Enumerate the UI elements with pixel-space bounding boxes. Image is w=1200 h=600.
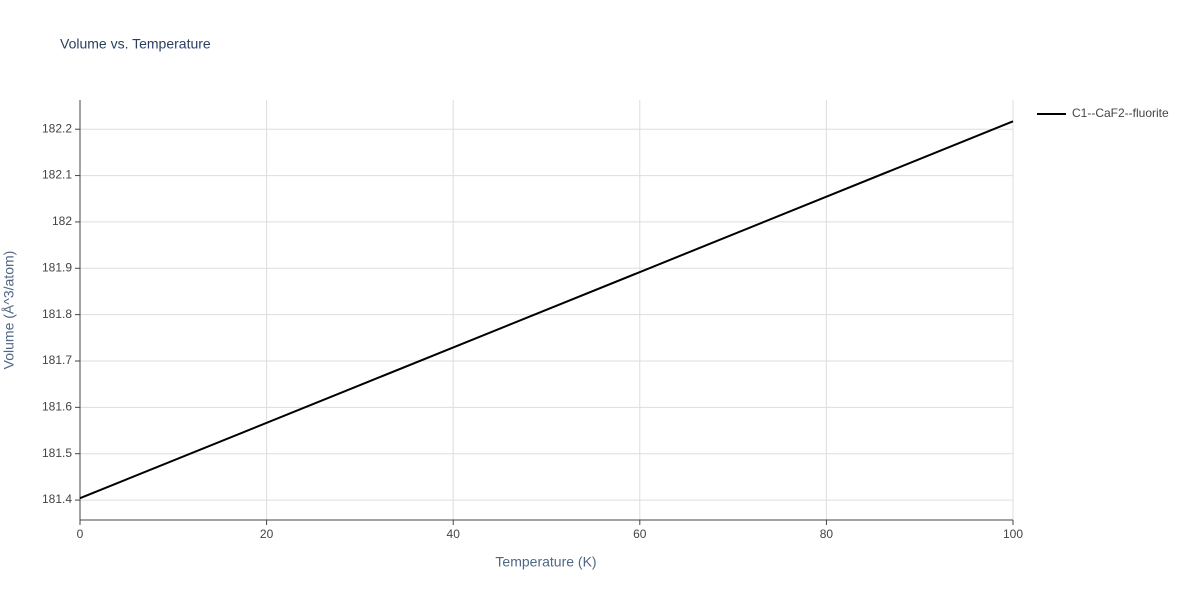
- y-tick-label: 181.9: [42, 260, 72, 274]
- x-tick-label: 100: [1003, 527, 1023, 541]
- x-tick-label: 0: [77, 527, 84, 541]
- y-tick-label: 181.4: [42, 492, 72, 506]
- y-tick-label: 181.8: [42, 307, 72, 321]
- y-axis-title: Volume (Å^3/atom): [1, 251, 17, 370]
- x-axis-title: Temperature (K): [495, 554, 596, 570]
- x-tick-label: 20: [260, 527, 274, 541]
- legend-label: C1--CaF2--fluorite: [1072, 106, 1169, 120]
- chart-title: Volume vs. Temperature: [60, 36, 211, 52]
- y-tick-label: 182: [52, 214, 72, 228]
- y-tick-label: 181.6: [42, 400, 72, 414]
- y-tick-label: 182.1: [42, 168, 72, 182]
- y-tick-label: 182.2: [42, 121, 72, 135]
- x-tick-label: 40: [447, 527, 461, 541]
- data-line: [79, 120, 1014, 500]
- y-tick-label: 181.7: [42, 353, 72, 367]
- y-tick-label: 181.5: [42, 446, 72, 460]
- x-tick-label: 80: [820, 527, 834, 541]
- x-tick-label: 60: [633, 527, 647, 541]
